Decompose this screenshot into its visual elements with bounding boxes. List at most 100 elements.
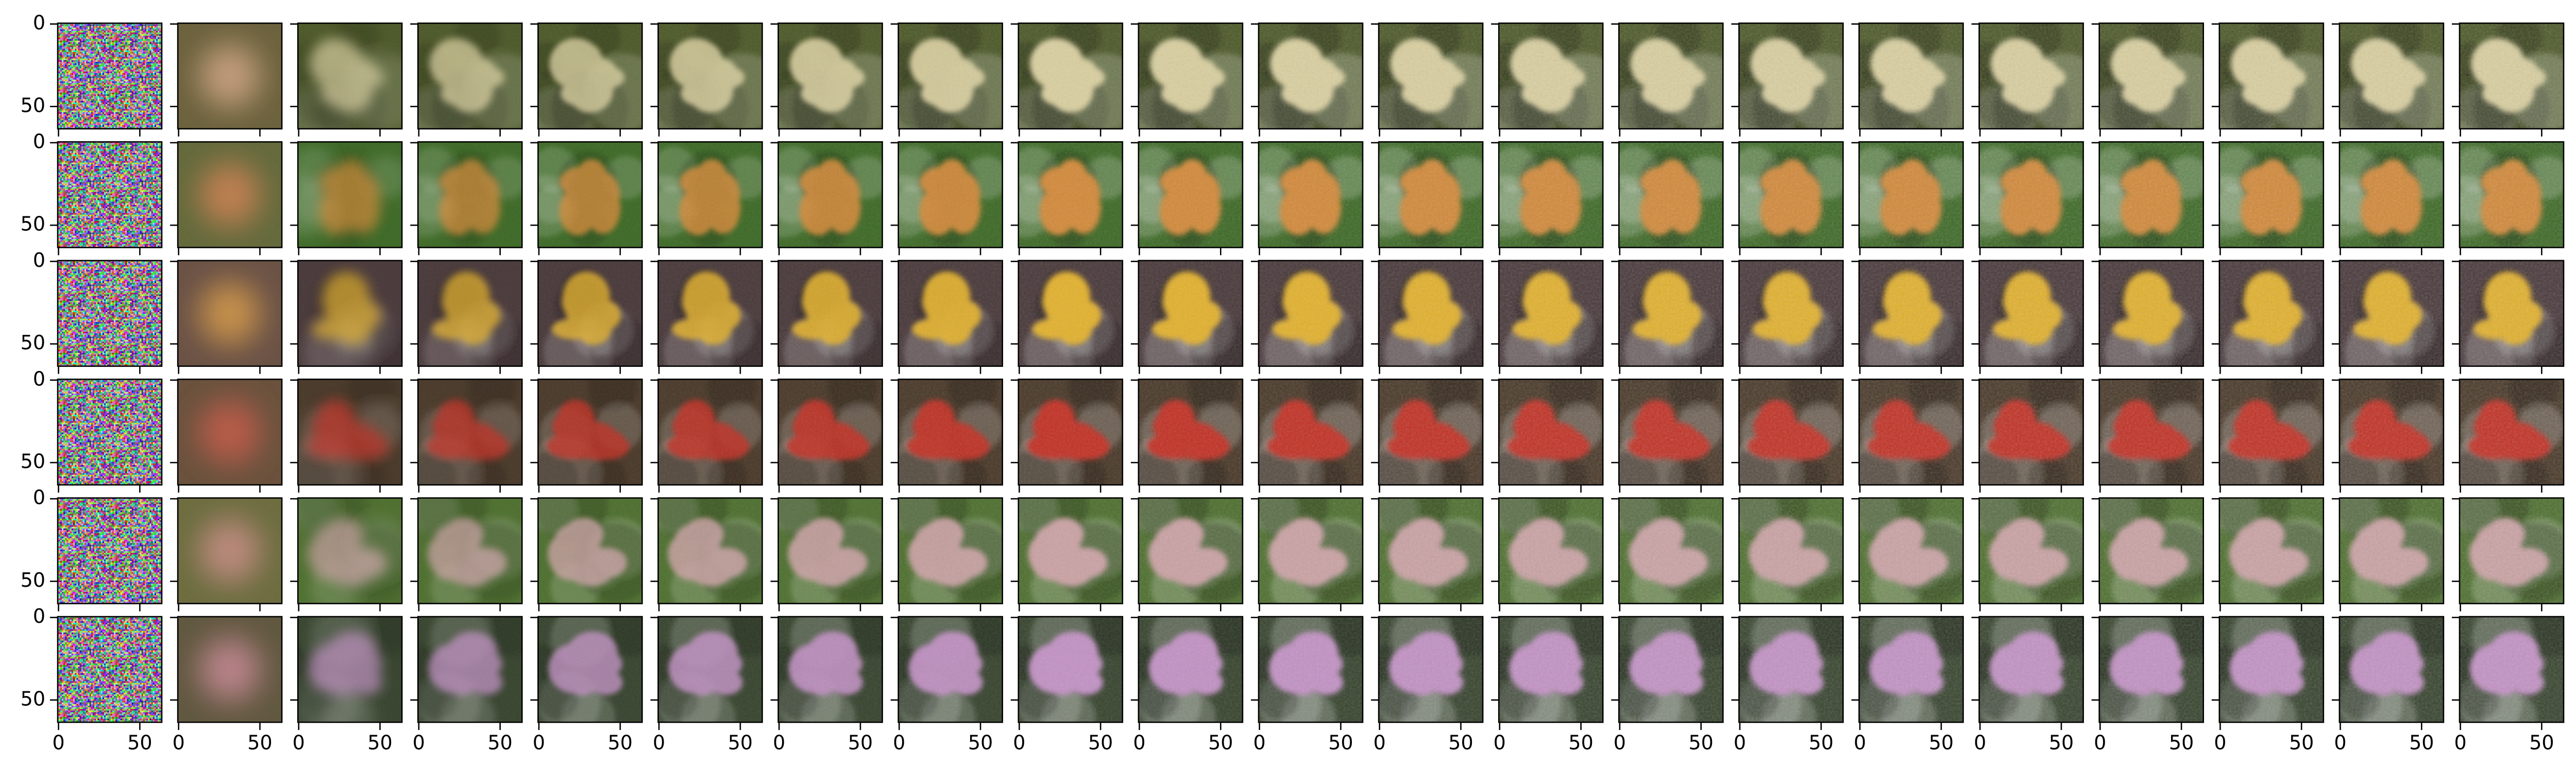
axes-frame <box>1978 260 2084 367</box>
x-tick-label: 0 <box>773 732 785 754</box>
axes-frame <box>417 260 523 367</box>
axes-frame <box>1498 260 1604 367</box>
x-tick-label: 0 <box>293 732 305 754</box>
y-tick-label: 50 <box>21 213 45 235</box>
x-tick-label: 0 <box>1974 732 1986 754</box>
x-tick-label: 50 <box>127 732 152 754</box>
noise-image <box>58 142 162 248</box>
grain <box>418 142 522 248</box>
image-panel <box>1979 260 2083 366</box>
axes-frame <box>177 260 283 367</box>
image-panel <box>178 142 282 248</box>
subject <box>199 162 261 227</box>
axes-frame <box>2098 378 2204 486</box>
image-panel <box>538 260 642 366</box>
grain <box>2339 617 2444 722</box>
x-tick-label: 0 <box>1494 732 1506 754</box>
image-panel <box>2219 142 2324 248</box>
axes-frame <box>777 378 883 486</box>
axes-frame <box>1978 378 2084 486</box>
axes-frame <box>1018 378 1124 486</box>
image-panel <box>298 260 402 366</box>
grain <box>1259 260 1363 366</box>
image-panel <box>1619 617 1723 722</box>
grain <box>1379 260 1483 366</box>
image-panel <box>1379 142 1483 248</box>
grain <box>2460 23 2564 129</box>
axes-frame <box>1858 378 1964 486</box>
axes-frame <box>57 260 163 367</box>
x-tick-label: 0 <box>1374 732 1386 754</box>
image-panel <box>2099 617 2204 722</box>
axes-frame <box>1138 22 1244 130</box>
grain <box>1259 617 1363 722</box>
axes-frame <box>657 141 763 248</box>
grain <box>1979 260 2083 366</box>
grain <box>2460 617 2564 722</box>
grain <box>1379 498 1483 604</box>
grain <box>898 379 1003 485</box>
image-panel <box>1379 23 1483 129</box>
x-tick-label: 0 <box>1013 732 1025 754</box>
x-tick-label: 50 <box>608 732 633 754</box>
grain <box>778 498 883 604</box>
axes-frame <box>1498 616 1604 723</box>
axes-frame <box>657 497 763 604</box>
grain <box>1619 498 1723 604</box>
image-panel <box>1499 142 1603 248</box>
grain <box>2460 142 2564 248</box>
axes-frame <box>2098 497 2204 604</box>
grain <box>2219 260 2324 366</box>
image-panel <box>1138 260 1243 366</box>
image-panel <box>2099 23 2204 129</box>
image-panel <box>2460 617 2564 722</box>
noise-image <box>58 260 162 366</box>
grain <box>1259 23 1363 129</box>
grain <box>898 142 1003 248</box>
grain <box>1979 379 2083 485</box>
noise-image <box>58 379 162 485</box>
subject <box>199 400 261 464</box>
image-panel <box>538 379 642 485</box>
axes-frame <box>2338 378 2445 486</box>
axes-frame <box>2459 22 2565 130</box>
grain <box>1859 260 1963 366</box>
x-tick-label: 0 <box>533 732 545 754</box>
image-panel <box>298 617 402 722</box>
grain <box>1379 23 1483 129</box>
x-tick-label: 0 <box>1854 732 1866 754</box>
axes-frame <box>177 497 283 604</box>
axes-frame <box>297 22 403 130</box>
grain <box>778 260 883 366</box>
grain <box>2099 498 2204 604</box>
image-panel <box>58 142 162 248</box>
grain <box>1739 142 1843 248</box>
image-panel <box>2099 260 2204 366</box>
axes-frame <box>1258 141 1364 248</box>
x-tick-label: 0 <box>893 732 905 754</box>
grain <box>1979 142 2083 248</box>
axes-frame <box>1018 260 1124 367</box>
grain <box>1018 617 1123 722</box>
grain <box>1259 379 1363 485</box>
x-tick-label: 50 <box>1328 732 1353 754</box>
axes-frame <box>2098 22 2204 130</box>
axes-frame <box>777 616 883 723</box>
grain <box>1739 260 1843 366</box>
axes-frame <box>1738 497 1844 604</box>
axes-frame <box>1738 378 1844 486</box>
grain <box>898 498 1003 604</box>
image-panel <box>1619 260 1723 366</box>
axes-frame <box>1138 378 1244 486</box>
axes-frame <box>2459 260 2565 367</box>
y-tick-label: 50 <box>21 569 45 591</box>
x-tick-label: 50 <box>1208 732 1233 754</box>
axes-frame <box>537 497 643 604</box>
x-tick-label: 50 <box>1809 732 1834 754</box>
image-panel <box>1138 23 1243 129</box>
grain <box>1138 617 1243 722</box>
x-tick-label: 0 <box>2214 732 2226 754</box>
axes-frame <box>1258 378 1364 486</box>
x-tick-label: 0 <box>173 732 185 754</box>
axes-frame <box>417 22 523 130</box>
